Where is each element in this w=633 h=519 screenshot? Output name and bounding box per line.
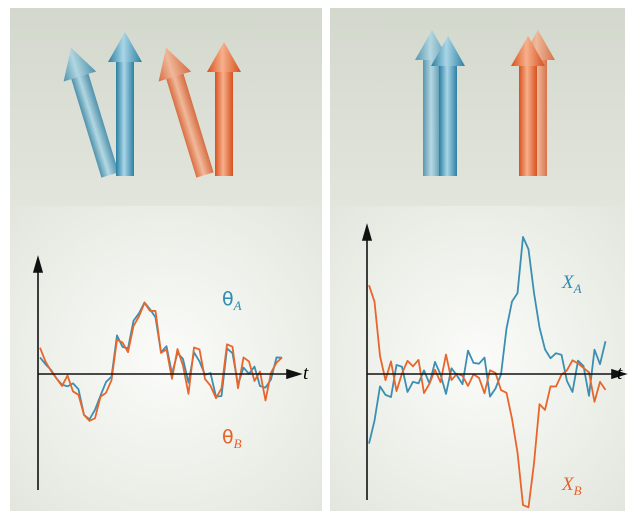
right-top-panel bbox=[330, 8, 625, 206]
subscript: B bbox=[574, 483, 582, 498]
arrow-shaft bbox=[439, 62, 457, 176]
subscript: A bbox=[573, 281, 582, 296]
symbol: θ bbox=[222, 288, 234, 310]
left-bottom-panel bbox=[10, 206, 322, 511]
axis-label: t bbox=[617, 363, 623, 384]
symbol: θ bbox=[222, 426, 234, 448]
arrow-shaft bbox=[116, 58, 134, 176]
subscript: A bbox=[233, 298, 242, 313]
arrow-shaft bbox=[519, 62, 537, 176]
right-bottom-panel bbox=[330, 206, 625, 511]
axis-label: t bbox=[303, 363, 309, 384]
subscript: B bbox=[234, 436, 242, 451]
left-top-panel bbox=[10, 8, 322, 206]
figure: t t θA θB XA XB bbox=[0, 0, 633, 519]
arrow-shaft bbox=[423, 56, 441, 176]
arrow-shaft bbox=[215, 68, 233, 176]
